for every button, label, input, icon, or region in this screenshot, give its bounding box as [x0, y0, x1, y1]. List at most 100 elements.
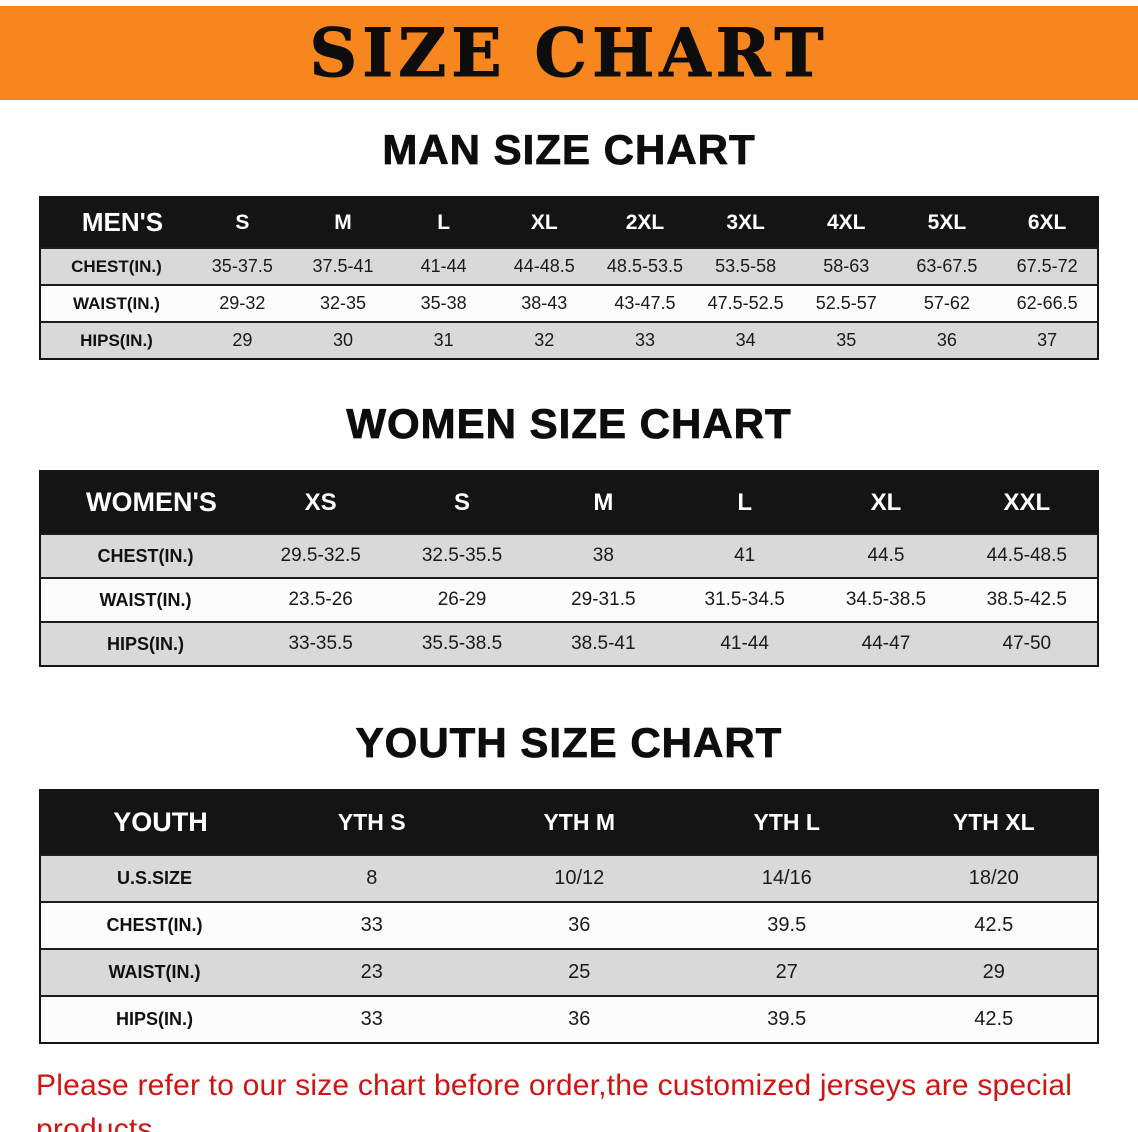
women-group-label: WOMEN'S: [40, 471, 250, 534]
youth-size-header: YTH L: [683, 790, 891, 855]
women-cell: 38.5-42.5: [956, 577, 1098, 622]
men-size-table: MEN'S S M L XL 2XL 3XL 4XL 5XL 6XL CHEST(IN.) 35-37…: [39, 196, 1099, 360]
men-cell: 33: [594, 321, 696, 359]
men-size-header: 5XL: [896, 197, 998, 248]
women-section-heading: WOMEN SIZE CHART: [346, 400, 792, 448]
youth-row-label: WAIST(IN.): [40, 948, 268, 996]
youth-cell: 14/16: [683, 854, 891, 902]
men-row-label: CHEST(IN.): [40, 247, 192, 285]
youth-table-row: CHEST(IN.) 33 36 39.5 42.5: [40, 901, 1098, 949]
men-header-row: MEN'S S M L XL 2XL 3XL 4XL 5XL 6XL: [40, 197, 1098, 248]
women-table-row: WAIST(IN.) 23.5-26 26-29 29-31.5 31.5-34.5 34…: [40, 577, 1098, 622]
men-cell: 35-38: [393, 284, 494, 322]
youth-row-label: U.S.SIZE: [40, 854, 268, 902]
men-cell: 62-66.5: [997, 284, 1098, 322]
men-cell: 37: [997, 321, 1098, 359]
women-cell: 32.5-35.5: [391, 533, 533, 578]
men-size-header: S: [192, 197, 293, 248]
women-cell: 23.5-26: [250, 577, 392, 622]
men-cell: 29: [192, 321, 293, 359]
men-section: MAN SIZE CHART MEN'S S M L XL 2XL 3XL 4XL 5XL 6XL…: [0, 126, 1138, 360]
men-size-header: 4XL: [795, 197, 897, 248]
men-cell: 32-35: [292, 284, 394, 322]
men-cell: 44-48.5: [493, 247, 595, 285]
men-size-header: 6XL: [997, 197, 1098, 248]
men-row-label: HIPS(IN.): [40, 321, 192, 359]
women-size-header: L: [673, 471, 816, 534]
women-cell: 44.5: [815, 533, 957, 578]
women-cell: 29.5-32.5: [250, 533, 392, 578]
youth-size-header: YTH S: [268, 790, 476, 855]
women-row-label: CHEST(IN.): [40, 533, 250, 578]
women-cell: 38.5-41: [532, 621, 674, 666]
youth-section-heading: YOUTH SIZE CHART: [355, 719, 783, 767]
men-cell: 29-32: [192, 284, 293, 322]
youth-cell: 29: [890, 948, 1098, 996]
women-size-header: XL: [815, 471, 957, 534]
men-size-header: L: [393, 197, 494, 248]
men-cell: 43-47.5: [594, 284, 696, 322]
disclaimer-line-1: Please refer to our size chart before or…: [36, 1069, 1073, 1132]
men-cell: 37.5-41: [292, 247, 394, 285]
women-cell: 44.5-48.5: [956, 533, 1098, 578]
youth-size-header: YTH M: [475, 790, 683, 855]
youth-cell: 25: [475, 948, 683, 996]
women-cell: 29-31.5: [532, 577, 674, 622]
youth-header-row: YOUTH YTH S YTH M YTH L YTH XL: [40, 790, 1098, 855]
women-size-header: M: [532, 471, 674, 534]
youth-section: YOUTH SIZE CHART YOUTH YTH S YTH M YTH L YTH…: [0, 719, 1138, 1044]
youth-cell: 18/20: [890, 854, 1098, 902]
men-cell: 67.5-72: [997, 247, 1098, 285]
youth-size-table: YOUTH YTH S YTH M YTH L YTH XL U.S.SIZE 8 10/12…: [39, 789, 1099, 1044]
women-cell: 35.5-38.5: [391, 621, 533, 666]
men-cell: 52.5-57: [795, 284, 897, 322]
women-header-row: WOMEN'S XS S M L XL XXL: [40, 471, 1098, 534]
men-size-header: 3XL: [695, 197, 796, 248]
youth-cell: 10/12: [475, 854, 683, 902]
youth-cell: 23: [268, 948, 476, 996]
youth-cell: 36: [475, 901, 683, 949]
men-cell: 53.5-58: [695, 247, 796, 285]
youth-cell: 42.5: [890, 995, 1098, 1043]
men-table-row: HIPS(IN.) 29 30 31 32 33 34 35 36 37: [40, 321, 1098, 359]
men-row-label: WAIST(IN.): [40, 284, 192, 322]
women-cell: 33-35.5: [250, 621, 392, 666]
women-cell: 44-47: [815, 621, 957, 666]
women-row-label: WAIST(IN.): [40, 577, 250, 622]
women-section: WOMEN SIZE CHART WOMEN'S XS S M L XL XXL CHEST(…: [0, 400, 1138, 667]
women-table-row: CHEST(IN.) 29.5-32.5 32.5-35.5 38 41 44.5 44.5…: [40, 533, 1098, 578]
men-cell: 47.5-52.5: [695, 284, 796, 322]
order-disclaimer: Please refer to our size chart before or…: [0, 1064, 1138, 1132]
men-size-header: 2XL: [594, 197, 696, 248]
men-cell: 48.5-53.5: [594, 247, 696, 285]
men-cell: 36: [896, 321, 998, 359]
men-cell: 35: [795, 321, 897, 359]
men-size-header: M: [292, 197, 394, 248]
women-row-label: HIPS(IN.): [40, 621, 250, 666]
youth-table-row: U.S.SIZE 8 10/12 14/16 18/20: [40, 854, 1098, 902]
banner-title: SIZE CHART: [309, 14, 829, 93]
men-cell: 32: [493, 321, 595, 359]
women-table-row: HIPS(IN.) 33-35.5 35.5-38.5 38.5-41 41-44 44-…: [40, 621, 1098, 666]
men-cell: 57-62: [896, 284, 998, 322]
men-section-heading: MAN SIZE CHART: [382, 126, 756, 174]
men-cell: 35-37.5: [192, 247, 293, 285]
men-cell: 38-43: [493, 284, 595, 322]
women-size-table: WOMEN'S XS S M L XL XXL CHEST(IN.) 29.5-32.5 32.5…: [39, 470, 1099, 667]
youth-cell: 42.5: [890, 901, 1098, 949]
youth-table-row: HIPS(IN.) 33 36 39.5 42.5: [40, 995, 1098, 1043]
men-cell: 30: [292, 321, 394, 359]
youth-cell: 27: [683, 948, 891, 996]
men-table-row: WAIST(IN.) 29-32 32-35 35-38 38-43 43-47.5 47.…: [40, 284, 1098, 322]
women-cell: 34.5-38.5: [815, 577, 957, 622]
youth-row-label: CHEST(IN.): [40, 901, 268, 949]
size-chart-banner: SIZE CHART: [0, 6, 1138, 100]
youth-cell: 39.5: [683, 995, 891, 1043]
youth-cell: 33: [268, 901, 476, 949]
youth-row-label: HIPS(IN.): [40, 995, 268, 1043]
women-size-header: XS: [250, 471, 392, 534]
women-cell: 41: [673, 533, 816, 578]
men-cell: 58-63: [795, 247, 897, 285]
men-cell: 63-67.5: [896, 247, 998, 285]
men-size-header: XL: [493, 197, 595, 248]
